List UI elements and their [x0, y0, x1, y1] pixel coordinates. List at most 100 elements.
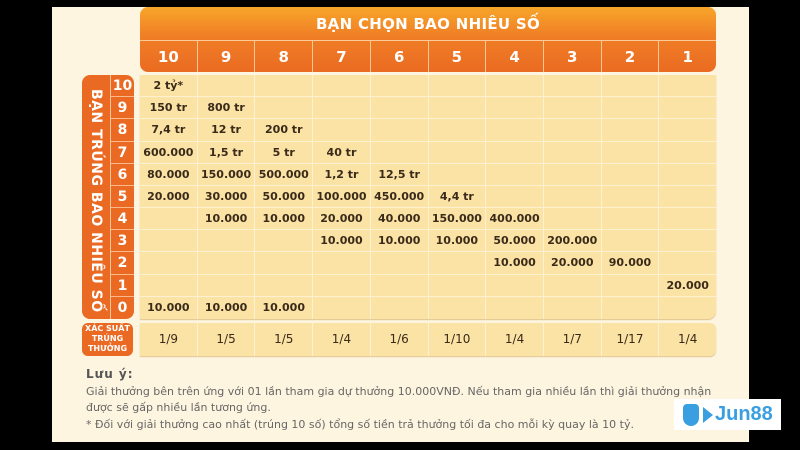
prize-cell: 12,5 tr: [369, 163, 428, 185]
prize-cell: [658, 185, 716, 208]
prize-cell: 150 tr: [149, 101, 188, 115]
prize-cell: [312, 119, 370, 141]
prize-cell: [542, 97, 601, 119]
column-header: 6: [369, 41, 428, 72]
prize-cell: 400.000: [485, 208, 543, 230]
prize-cell: 10.000: [147, 300, 190, 314]
prize-cell: [369, 274, 428, 296]
prize-cell: [658, 75, 716, 97]
prize-cell: [140, 208, 197, 229]
prize-cell: [658, 296, 716, 319]
probability-label-line: TRÚNG: [91, 334, 124, 343]
row-header: 1: [111, 275, 134, 297]
prize-cell: [542, 163, 601, 185]
prize-cell: [369, 97, 428, 119]
prize-cell: [427, 97, 486, 119]
table-row: 150 tr 800 tr: [140, 97, 716, 120]
prize-cell: [427, 252, 486, 274]
prize-cell: [485, 75, 543, 97]
prize-cell: 10.000: [254, 296, 312, 319]
prize-cell: [312, 75, 370, 97]
prize-cell: [600, 97, 659, 119]
table-row: 600.000 1,5 tr 5 tr 40 tr: [140, 141, 716, 164]
header-choose-count: BẠN CHỌN BAO NHIÊU SỐ 10 9 8 7 6 5 4 3 2…: [140, 7, 716, 72]
table-row: 10.000 10.000 10.000: [140, 296, 716, 319]
prize-cell: 20.000: [658, 274, 716, 296]
prize-cell: [542, 119, 601, 141]
prize-cell: [542, 141, 601, 163]
prize-cell: [196, 230, 255, 252]
prize-cell: 200.000: [542, 230, 601, 252]
prize-cell: [600, 163, 659, 185]
prize-cell: [600, 119, 659, 141]
side-label: BẠN TRÚNG BAO NHIÊU SỐ: [88, 89, 104, 313]
prize-cell: [658, 252, 716, 274]
row-header: 8: [111, 119, 134, 142]
column-header: 2: [600, 41, 659, 72]
probability-cell: 1/4: [312, 323, 370, 356]
prize-cell: [312, 97, 370, 119]
probability-cell: 1/5: [254, 323, 312, 356]
prize-cell: [600, 141, 659, 163]
prize-cell: 40.000: [369, 208, 428, 230]
probability-row: 1/9 1/5 1/5 1/4 1/6 1/10 1/4 1/7 1/17 1/…: [140, 323, 716, 356]
note-line: Giải thưởng bên trên ứng với 01 lần tham…: [86, 385, 712, 398]
prize-cell: 10.000: [427, 230, 486, 252]
row-header: 4: [111, 208, 134, 231]
prize-cell: [485, 97, 543, 119]
prize-cell: 50.000: [254, 185, 312, 208]
column-header: 5: [427, 41, 486, 72]
prize-cell: [542, 296, 601, 319]
table-row: 20.000: [140, 274, 716, 297]
probability-cell: 1/9: [158, 332, 178, 346]
probability-cell: 1/10: [427, 323, 486, 356]
prize-cell: [658, 97, 716, 119]
prize-cell: [542, 274, 601, 296]
row-header: 3: [111, 230, 134, 253]
prize-cell: 10.000: [485, 252, 543, 274]
prize-cell: 500.000: [254, 163, 312, 185]
prize-cell: [312, 296, 370, 319]
prize-cell: [485, 296, 543, 319]
row-header: 7: [111, 142, 134, 164]
prize-grid: 2 tỷ* 150 tr 800 tr 7,4 tr 12 tr 200 tr 600.00…: [140, 75, 716, 319]
prize-cell: 20.000: [542, 252, 601, 274]
prize-cell: [600, 208, 659, 230]
logo-icon: [683, 403, 699, 426]
prize-cell: 12 tr: [196, 119, 255, 141]
prize-cell: [600, 274, 659, 296]
prize-cell: 80.000: [147, 167, 190, 181]
prize-cell: [600, 75, 659, 97]
prize-cell: [427, 296, 486, 319]
prize-cell: [140, 230, 197, 251]
prize-cell: 10.000: [254, 208, 312, 230]
column-header: 9: [196, 41, 255, 72]
probability-cell: 1/5: [196, 323, 255, 356]
column-header: 1: [658, 41, 716, 72]
probability-cell: 1/4: [485, 323, 543, 356]
prize-cell: 450.000: [369, 185, 428, 208]
prize-cell: [658, 208, 716, 230]
prize-cell: 30.000: [196, 185, 255, 208]
row-header: 2: [111, 252, 134, 275]
table-row: 20.000 30.000 50.000 100.000 450.000 4,4 tr: [140, 185, 716, 209]
header-columns: 10 9 8 7 6 5 4 3 2 1: [140, 40, 716, 72]
prize-cell: [427, 141, 486, 163]
prize-cell: [485, 163, 543, 185]
prize-cell: 10.000: [312, 230, 370, 252]
probability-cell: 1/7: [542, 323, 601, 356]
prize-cell: [369, 75, 428, 97]
probability-cell: 1/17: [600, 323, 659, 356]
note-line: * Đối với giải thưởng cao nhất (trúng 10…: [86, 418, 634, 431]
prize-cell: 40 tr: [312, 141, 370, 163]
prize-cell: [196, 75, 255, 97]
prize-cell: 100.000: [312, 185, 370, 208]
prize-cell: [254, 252, 312, 274]
prize-cell: [254, 230, 312, 252]
probability-label-line: XÁC SUẤT: [85, 324, 130, 333]
prize-cell: 1,5 tr: [196, 141, 255, 163]
prize-cell: [140, 275, 197, 296]
row-header: 9: [111, 97, 134, 120]
prize-cell: 50.000: [485, 230, 543, 252]
column-header: 3: [542, 41, 601, 72]
